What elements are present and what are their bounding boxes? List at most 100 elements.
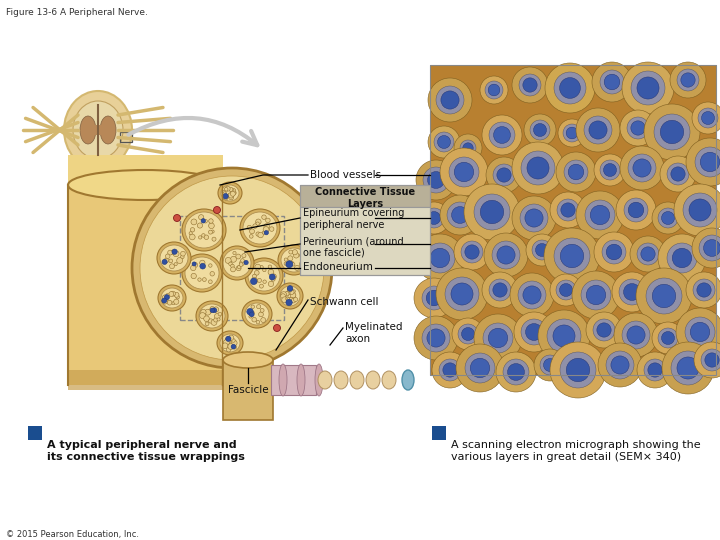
Circle shape <box>567 359 590 382</box>
FancyBboxPatch shape <box>68 155 223 185</box>
Circle shape <box>288 256 293 261</box>
Circle shape <box>454 234 490 270</box>
Circle shape <box>524 114 556 146</box>
Circle shape <box>240 259 244 262</box>
Circle shape <box>202 234 205 237</box>
Circle shape <box>213 307 219 312</box>
Circle shape <box>630 236 666 272</box>
Circle shape <box>701 111 714 125</box>
Circle shape <box>414 278 454 318</box>
Circle shape <box>191 265 196 271</box>
Circle shape <box>190 228 194 232</box>
Circle shape <box>631 121 645 135</box>
Circle shape <box>214 206 220 213</box>
Bar <box>223 360 273 420</box>
Circle shape <box>683 193 717 227</box>
Circle shape <box>427 329 445 347</box>
Circle shape <box>544 359 557 372</box>
Circle shape <box>269 281 274 287</box>
Circle shape <box>287 287 292 292</box>
Circle shape <box>428 78 472 122</box>
Circle shape <box>662 342 714 394</box>
Circle shape <box>619 279 645 305</box>
Ellipse shape <box>277 283 303 309</box>
Circle shape <box>204 309 211 315</box>
Circle shape <box>174 299 179 305</box>
Circle shape <box>281 294 285 299</box>
Circle shape <box>436 268 488 320</box>
Circle shape <box>268 269 274 275</box>
Circle shape <box>432 352 468 388</box>
Circle shape <box>168 250 173 255</box>
Circle shape <box>422 324 450 352</box>
Circle shape <box>637 352 673 388</box>
Circle shape <box>262 231 266 234</box>
Circle shape <box>637 243 659 265</box>
Circle shape <box>493 164 515 186</box>
Circle shape <box>646 278 682 314</box>
Circle shape <box>264 224 269 229</box>
Circle shape <box>222 190 226 194</box>
Circle shape <box>225 186 230 191</box>
Circle shape <box>214 318 217 322</box>
Circle shape <box>292 249 297 255</box>
Circle shape <box>176 295 179 299</box>
Ellipse shape <box>248 261 280 291</box>
Circle shape <box>586 285 606 305</box>
Circle shape <box>482 115 522 155</box>
Circle shape <box>648 363 662 377</box>
Circle shape <box>606 244 622 260</box>
Ellipse shape <box>402 370 414 390</box>
Circle shape <box>181 251 185 256</box>
Circle shape <box>544 228 600 284</box>
Circle shape <box>169 259 173 263</box>
Circle shape <box>441 91 459 109</box>
Circle shape <box>576 108 620 152</box>
FancyBboxPatch shape <box>68 155 223 385</box>
Circle shape <box>592 62 632 102</box>
Circle shape <box>228 335 234 340</box>
Bar <box>28 426 42 440</box>
Circle shape <box>547 319 581 353</box>
Ellipse shape <box>160 245 188 271</box>
Circle shape <box>236 266 241 271</box>
Circle shape <box>228 194 231 197</box>
Circle shape <box>489 122 515 148</box>
Circle shape <box>250 229 254 234</box>
Circle shape <box>474 314 522 362</box>
Circle shape <box>239 262 243 267</box>
Circle shape <box>200 264 205 269</box>
Circle shape <box>637 77 659 99</box>
Ellipse shape <box>185 257 219 289</box>
Circle shape <box>545 63 595 113</box>
Circle shape <box>627 117 649 139</box>
Ellipse shape <box>161 288 183 308</box>
Circle shape <box>641 247 655 261</box>
Circle shape <box>228 343 234 349</box>
Circle shape <box>454 134 482 162</box>
Circle shape <box>603 164 616 177</box>
Circle shape <box>620 146 664 190</box>
Circle shape <box>624 198 648 222</box>
Circle shape <box>439 359 461 381</box>
Ellipse shape <box>382 371 396 389</box>
Circle shape <box>701 152 720 172</box>
Circle shape <box>218 312 222 316</box>
Circle shape <box>292 262 295 266</box>
Bar <box>271 365 316 395</box>
Ellipse shape <box>218 182 242 204</box>
Ellipse shape <box>185 212 223 248</box>
Ellipse shape <box>278 245 310 275</box>
Ellipse shape <box>64 91 132 169</box>
Circle shape <box>428 126 460 158</box>
Circle shape <box>230 267 235 272</box>
Circle shape <box>461 241 483 263</box>
Circle shape <box>576 191 624 239</box>
Circle shape <box>667 243 697 273</box>
Circle shape <box>211 320 217 325</box>
Text: Schwann cell: Schwann cell <box>310 297 379 307</box>
Circle shape <box>274 325 281 332</box>
Circle shape <box>456 344 504 392</box>
Circle shape <box>233 252 236 255</box>
Circle shape <box>424 208 444 228</box>
